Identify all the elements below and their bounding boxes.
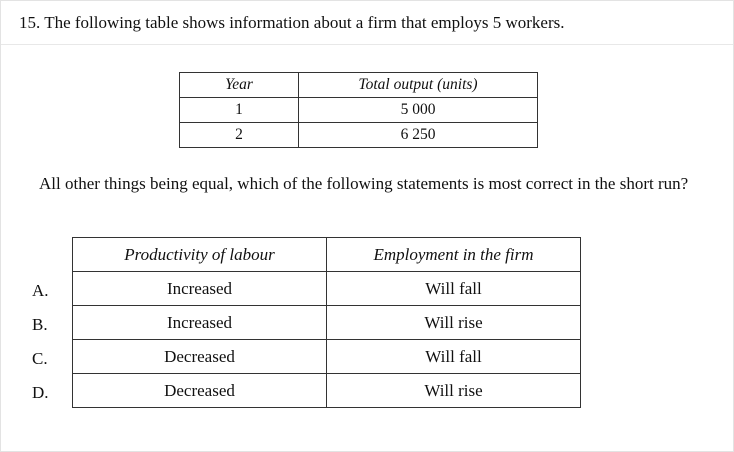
option-letter-d[interactable]: D. [32, 383, 49, 402]
output-table: Year Total output (units) 1 5 000 2 6 25… [179, 72, 538, 148]
productivity-cell: Increased [72, 271, 327, 306]
option-row-a[interactable]: Increased Will fall [72, 271, 581, 306]
answer-table-header-row: Productivity of labour Employment in the… [72, 237, 581, 272]
productivity-cell: Decreased [72, 373, 327, 408]
employment-cell: Will rise [326, 305, 581, 340]
employment-cell: Will fall [326, 271, 581, 306]
option-letter-a[interactable]: A. [32, 281, 49, 300]
option-row-d[interactable]: Decreased Will rise [72, 373, 581, 408]
header-divider [1, 44, 733, 45]
output-cell: 5 000 [298, 97, 538, 123]
option-row-c[interactable]: Decreased Will fall [72, 339, 581, 374]
output-cell: 6 250 [298, 122, 538, 148]
year-cell: 2 [179, 122, 299, 148]
employment-cell: Will rise [326, 373, 581, 408]
output-table-header-row: Year Total output (units) [179, 72, 538, 98]
employment-column-header: Employment in the firm [326, 237, 581, 272]
year-column-header: Year [179, 72, 299, 98]
question-header: 15. The following table shows informatio… [19, 13, 565, 32]
question-stem: All other things being equal, which of t… [39, 174, 689, 193]
productivity-cell: Decreased [72, 339, 327, 374]
option-row-b[interactable]: Increased Will rise [72, 305, 581, 340]
answer-options-table: Productivity of labour Employment in the… [72, 237, 581, 408]
total-output-column-header: Total output (units) [298, 72, 538, 98]
productivity-column-header: Productivity of labour [72, 237, 327, 272]
table-row: 2 6 250 [179, 122, 538, 148]
option-letter-c[interactable]: C. [32, 349, 48, 368]
option-letter-b[interactable]: B. [32, 315, 48, 334]
year-cell: 1 [179, 97, 299, 123]
employment-cell: Will fall [326, 339, 581, 374]
table-row: 1 5 000 [179, 97, 538, 123]
productivity-cell: Increased [72, 305, 327, 340]
